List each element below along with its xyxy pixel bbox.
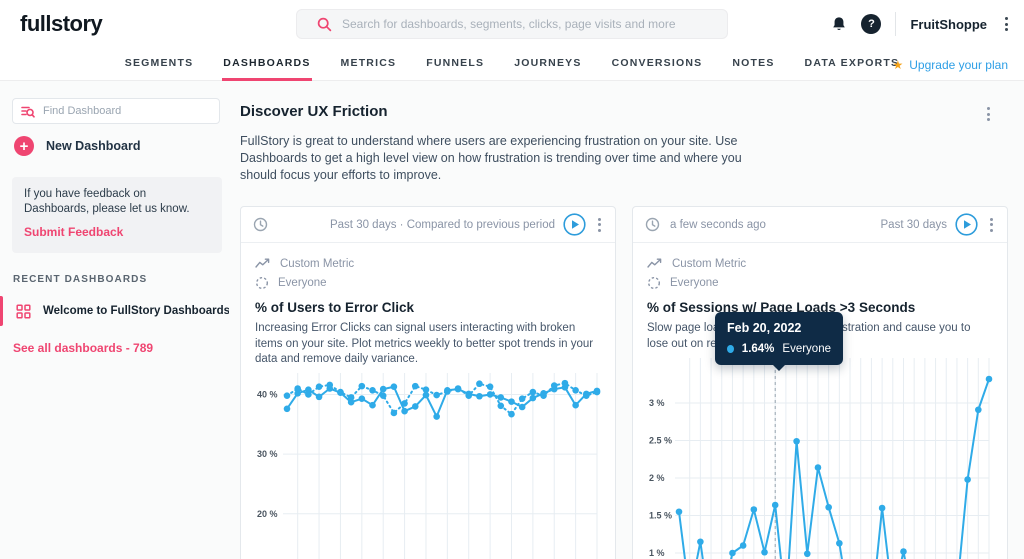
selected-indicator xyxy=(0,296,3,326)
chart-description: Increasing Error Clicks can signal users… xyxy=(255,322,594,365)
header-actions: ? FruitShoppe xyxy=(831,0,1012,48)
svg-text:40 %: 40 % xyxy=(257,389,278,399)
new-dashboard-label: New Dashboard xyxy=(46,139,141,153)
primary-nav: Segments Dashboards Metrics Funnels Jour… xyxy=(0,48,1024,81)
svg-text:1 %: 1 % xyxy=(649,548,665,558)
page-loads-chart[interactable]: 3 % 2.5 % 2 % 1.5 % 1 % xyxy=(647,358,993,559)
page-description: FullStory is great to understand where u… xyxy=(240,134,742,182)
date-range-label[interactable]: Past 30 days xyxy=(880,218,947,231)
help-button[interactable]: ? xyxy=(861,14,882,34)
page-title: Discover UX Friction xyxy=(240,103,388,120)
recent-dashboards-header: RECENT DASHBOARDS xyxy=(13,274,148,285)
help-icon: ? xyxy=(861,14,882,34)
submit-feedback-link[interactable]: Submit Feedback xyxy=(24,225,124,239)
kebab-icon xyxy=(598,217,601,221)
dashboard-grid-icon xyxy=(16,303,31,319)
card-menu-button[interactable] xyxy=(594,214,605,236)
global-search[interactable] xyxy=(296,9,728,39)
kebab-icon xyxy=(990,217,993,221)
find-dashboard-icon xyxy=(21,106,35,118)
top-header: fullstory ? FruitShoppe xyxy=(0,0,1024,48)
fullstory-logo[interactable]: fullstory xyxy=(20,11,103,36)
clock-icon xyxy=(253,217,268,232)
tab-data-exports[interactable]: Data Exports xyxy=(804,57,900,69)
card-header: a few seconds ago Past 30 days xyxy=(633,207,1007,243)
metric-type-label: Custom Metric xyxy=(280,257,355,270)
nav-tabs: Segments Dashboards Metrics Funnels Jour… xyxy=(0,48,1024,81)
find-dashboard-input[interactable] xyxy=(43,105,211,117)
upgrade-plan-link[interactable]: ★ Upgrade your plan xyxy=(893,48,1009,81)
trend-icon xyxy=(255,258,270,268)
card-page-loads: a few seconds ago Past 30 days xyxy=(632,206,1008,559)
bell-icon xyxy=(833,16,846,30)
header-divider xyxy=(895,12,897,36)
sidebar-item-welcome-dashboard[interactable]: Welcome to FullStory Dashboards! (... xyxy=(0,293,232,329)
tab-metrics[interactable]: Metrics xyxy=(340,57,397,69)
tab-conversions[interactable]: Conversions xyxy=(611,57,703,69)
notifications-button[interactable] xyxy=(831,16,847,33)
search-icon xyxy=(317,17,332,31)
tab-journeys[interactable]: Journeys xyxy=(514,57,582,69)
svg-text:20 %: 20 % xyxy=(257,508,278,518)
segment-icon xyxy=(647,276,661,289)
svg-text:2 %: 2 % xyxy=(649,473,665,483)
play-button[interactable] xyxy=(563,213,586,236)
upgrade-label: Upgrade your plan xyxy=(909,57,1008,72)
segment-label: Everyone xyxy=(278,276,327,289)
card-body: Custom Metric Everyone % of Sessions w/ … xyxy=(633,243,1007,559)
chart-cards-row: Past 30 days · Compared to previous peri… xyxy=(240,206,1008,559)
tab-funnels[interactable]: Funnels xyxy=(426,57,485,69)
card-body: Custom Metric Everyone % of Users to Err… xyxy=(241,243,615,559)
chart-title: % of Sessions w/ Page Loads >3 Seconds xyxy=(647,300,916,315)
see-all-dashboards-link[interactable]: See all dashboards - 789 xyxy=(13,341,154,355)
feedback-box: If you have feedback on Dashboards, plea… xyxy=(12,177,222,253)
dashboard-menu-button[interactable] xyxy=(983,103,994,125)
dashboard-main: Discover UX Friction FullStory is great … xyxy=(232,81,1024,559)
plus-icon: + xyxy=(14,136,34,156)
card-header: Past 30 days · Compared to previous peri… xyxy=(241,207,615,243)
account-kebab-button[interactable] xyxy=(1001,13,1012,35)
star-icon: ★ xyxy=(892,57,904,72)
date-range-label[interactable]: Past 30 days · Compared to previous peri… xyxy=(329,218,555,231)
svg-text:1.5 %: 1.5 % xyxy=(649,511,672,521)
play-icon xyxy=(955,213,978,236)
tooltip-segment: Everyone xyxy=(782,343,831,355)
account-menu[interactable]: FruitShoppe xyxy=(910,16,987,32)
card-menu-button[interactable] xyxy=(986,214,997,236)
series-dot-icon xyxy=(727,345,734,353)
card-error-click: Past 30 days · Compared to previous peri… xyxy=(240,206,616,559)
segment-row[interactable]: Everyone xyxy=(647,273,993,292)
new-dashboard-button[interactable]: + New Dashboard xyxy=(14,136,140,156)
tab-dashboards[interactable]: Dashboards xyxy=(222,48,312,81)
recent-item-label: Welcome to FullStory Dashboards! (... xyxy=(43,305,229,317)
feedback-text: If you have feedback on Dashboards, plea… xyxy=(24,188,190,215)
kebab-icon xyxy=(1005,17,1008,20)
search-input[interactable] xyxy=(342,17,715,31)
play-button[interactable] xyxy=(955,213,978,236)
segment-label: Everyone xyxy=(670,276,719,289)
chart-tooltip: Feb 20, 2022 1.64% Everyone xyxy=(715,312,843,371)
tooltip-value: 1.64% xyxy=(741,343,775,355)
chart-title: % of Users to Error Click xyxy=(255,300,415,315)
segment-row[interactable]: Everyone xyxy=(255,273,601,292)
svg-text:30 %: 30 % xyxy=(257,449,278,459)
play-icon xyxy=(563,213,586,236)
clock-icon xyxy=(645,217,660,232)
tooltip-date: Feb 20, 2022 xyxy=(727,321,802,335)
find-dashboard-field[interactable] xyxy=(12,98,220,124)
last-updated-label: a few seconds ago xyxy=(670,218,766,231)
trend-icon xyxy=(647,258,662,268)
segment-icon xyxy=(255,276,269,289)
dashboards-sidebar: + New Dashboard If you have feedback on … xyxy=(0,81,232,559)
svg-text:3 %: 3 % xyxy=(649,398,665,408)
metric-type-row[interactable]: Custom Metric xyxy=(255,254,601,273)
tab-notes[interactable]: Notes xyxy=(732,57,775,69)
metric-type-label: Custom Metric xyxy=(672,257,747,270)
svg-text:2.5 %: 2.5 % xyxy=(649,436,672,446)
error-click-chart[interactable]: 40 %30 %20 %10 % xyxy=(255,372,601,559)
tab-segments[interactable]: Segments xyxy=(124,57,194,69)
metric-type-row[interactable]: Custom Metric xyxy=(647,254,993,273)
kebab-icon xyxy=(987,107,990,110)
